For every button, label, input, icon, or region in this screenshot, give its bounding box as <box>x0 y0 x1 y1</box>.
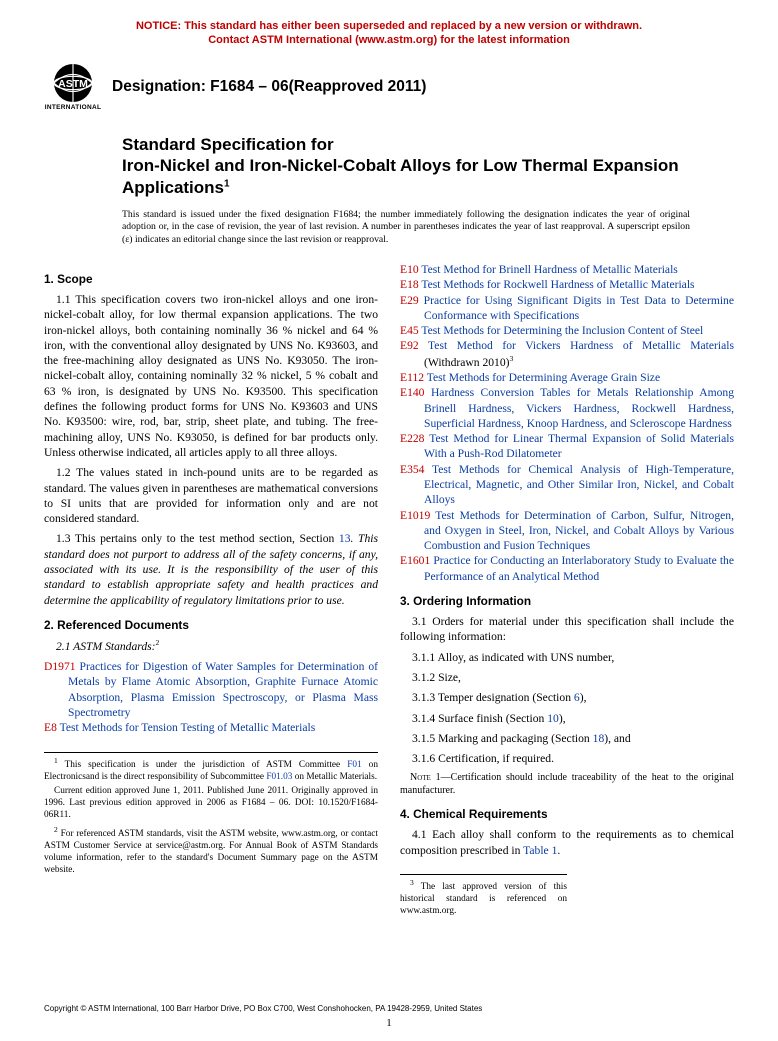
reference-code[interactable]: E112 <box>400 371 427 384</box>
reference-entry: E1019 Test Methods for Determination of … <box>400 508 734 554</box>
reference-title[interactable]: Test Methods for Tension Testing of Meta… <box>60 721 316 734</box>
footnotes-right: 3 The last approved version of this hist… <box>400 874 567 918</box>
reference-code[interactable]: D1971 <box>44 660 80 673</box>
notice-line1: NOTICE: This standard has either been su… <box>136 20 642 32</box>
reference-code[interactable]: E354 <box>400 463 432 476</box>
section-head-ordering: 3. Ordering Information <box>400 594 734 608</box>
reference-entry: E228 Test Method for Linear Thermal Expa… <box>400 431 734 462</box>
section-head-scope: 1. Scope <box>44 272 378 286</box>
section-head-chem: 4. Chemical Requirements <box>400 807 734 821</box>
reference-title[interactable]: Test Methods for Determining the Inclusi… <box>421 324 703 337</box>
reference-code[interactable]: E92 <box>400 339 428 352</box>
reference-title[interactable]: Test Method for Vickers Hardness of Meta… <box>428 339 734 352</box>
reference-entry: E140 Hardness Conversion Tables for Meta… <box>400 385 734 431</box>
reference-code[interactable]: E228 <box>400 432 429 445</box>
reference-title[interactable]: Test Method for Brinell Hardness of Meta… <box>421 263 677 276</box>
para-3-1-4: 3.1.4 Surface finish (Section 10), <box>400 711 734 726</box>
designation: Designation: F1684 – 06(Reapproved 2011) <box>112 78 426 96</box>
reference-title[interactable]: Practice for Using Significant Digits in… <box>424 294 734 322</box>
footnote-3: 3 The last approved version of this hist… <box>400 878 567 918</box>
footnote-2: 2 For referenced ASTM standards, visit t… <box>44 825 378 877</box>
note-1: Note 1—Certification should include trac… <box>400 771 734 797</box>
xref-section-13[interactable]: 13 <box>339 532 351 545</box>
header-row: ASTM INTERNATIONAL Designation: F1684 – … <box>44 62 734 112</box>
footnote-1-p2: Current edition approved June 1, 2011. P… <box>44 786 378 822</box>
page: NOTICE: This standard has either been su… <box>0 0 778 1041</box>
reference-trail-sup: 3 <box>510 354 514 363</box>
xref-table-1[interactable]: Table 1 <box>523 844 557 857</box>
astm-logo: ASTM INTERNATIONAL <box>44 62 102 112</box>
title-block: Standard Specification for Iron-Nickel a… <box>122 134 734 199</box>
reference-title[interactable]: Test Method for Linear Thermal Expansion… <box>424 432 734 460</box>
para-1-1: 1.1 This specification covers two iron-n… <box>44 292 378 460</box>
reference-title[interactable]: Practices for Digestion of Water Samples… <box>68 660 378 719</box>
reference-entry: E45 Test Methods for Determining the Inc… <box>400 323 734 338</box>
notice-line2: Contact ASTM International (www.astm.org… <box>208 34 570 46</box>
title-footnote-ref: 1 <box>224 178 230 189</box>
footnotes-left: 1 This specification is under the jurisd… <box>44 752 378 877</box>
para-3-1-5: 3.1.5 Marking and packaging (Section 18)… <box>400 731 734 746</box>
reference-code[interactable]: E8 <box>44 721 60 734</box>
svg-text:ASTM: ASTM <box>58 78 88 89</box>
right-column: E10 Test Method for Brinell Hardness of … <box>400 262 734 921</box>
reference-title[interactable]: Hardness Conversion Tables for Metals Re… <box>424 386 734 430</box>
reference-code[interactable]: E1019 <box>400 509 435 522</box>
reference-code[interactable]: E45 <box>400 324 421 337</box>
body-columns: 1. Scope 1.1 This specification covers t… <box>44 262 734 921</box>
para-3-1-6: 3.1.6 Certification, if required. <box>400 751 734 766</box>
reference-entry: E10 Test Method for Brinell Hardness of … <box>400 262 734 277</box>
xref-committee-f01[interactable]: F01 <box>347 760 361 770</box>
reference-entry: E18 Test Methods for Rockwell Hardness o… <box>400 277 734 292</box>
para-3-1-2: 3.1.2 Size, <box>400 670 734 685</box>
reference-entry: E112 Test Methods for Determining Averag… <box>400 370 734 385</box>
reference-code[interactable]: E10 <box>400 263 421 276</box>
xref-section-10[interactable]: 10 <box>547 712 559 725</box>
para-1-2: 1.2 The values stated in inch-pound unit… <box>44 465 378 526</box>
reference-entry: E1601 Practice for Conducting an Interla… <box>400 553 734 584</box>
reference-entry: E8 Test Methods for Tension Testing of M… <box>44 720 378 735</box>
reference-code[interactable]: E18 <box>400 278 421 291</box>
reference-list-left: D1971 Practices for Digestion of Water S… <box>44 659 378 735</box>
title-main: Iron-Nickel and Iron-Nickel-Cobalt Alloy… <box>122 156 679 197</box>
copyright-line: Copyright © ASTM International, 100 Barr… <box>44 1004 482 1013</box>
page-number: 1 <box>0 1017 778 1029</box>
reference-code[interactable]: E1601 <box>400 554 433 567</box>
reference-entry: D1971 Practices for Digestion of Water S… <box>44 659 378 720</box>
logo-label: INTERNATIONAL <box>45 104 102 111</box>
title-lead: Standard Specification for <box>122 135 334 154</box>
left-column: 1. Scope 1.1 This specification covers t… <box>44 262 378 921</box>
para-2-1: 2.1 ASTM Standards:2 <box>44 638 378 654</box>
issuance-note: This standard is issued under the fixed … <box>122 209 734 246</box>
para-3-1: 3.1 Orders for material under this speci… <box>400 614 734 645</box>
xref-section-18[interactable]: 18 <box>593 732 605 745</box>
para-4-1: 4.1 Each alloy shall conform to the requ… <box>400 827 734 858</box>
para-3-1-3: 3.1.3 Temper designation (Section 6), <box>400 690 734 705</box>
reference-code[interactable]: E29 <box>400 294 424 307</box>
reference-trail: (Withdrawn 2010) <box>424 356 510 369</box>
para-3-1-1: 3.1.1 Alloy, as indicated with UNS numbe… <box>400 650 734 665</box>
reference-title[interactable]: Test Methods for Determination of Carbon… <box>424 509 734 553</box>
notice-banner: NOTICE: This standard has either been su… <box>44 20 734 48</box>
reference-code[interactable]: E140 <box>400 386 431 399</box>
xref-subcommittee-f0103[interactable]: F01.03 <box>266 772 292 782</box>
reference-title[interactable]: Test Methods for Rockwell Hardness of Me… <box>421 278 694 291</box>
para-1-3: 1.3 This pertains only to the test metho… <box>44 531 378 607</box>
reference-entry: E29 Practice for Using Significant Digit… <box>400 293 734 324</box>
reference-title[interactable]: Test Methods for Chemical Analysis of Hi… <box>424 463 734 507</box>
reference-list-right: E10 Test Method for Brinell Hardness of … <box>400 262 734 584</box>
reference-title[interactable]: Practice for Conducting an Interlaborato… <box>424 554 734 582</box>
footnote-1: 1 This specification is under the jurisd… <box>44 756 378 784</box>
section-head-refdocs: 2. Referenced Documents <box>44 618 378 632</box>
reference-entry: E354 Test Methods for Chemical Analysis … <box>400 462 734 508</box>
reference-title[interactable]: Test Methods for Determining Average Gra… <box>427 371 660 384</box>
astm-logo-icon: ASTM <box>44 63 102 103</box>
reference-entry: E92 Test Method for Vickers Hardness of … <box>400 338 734 369</box>
